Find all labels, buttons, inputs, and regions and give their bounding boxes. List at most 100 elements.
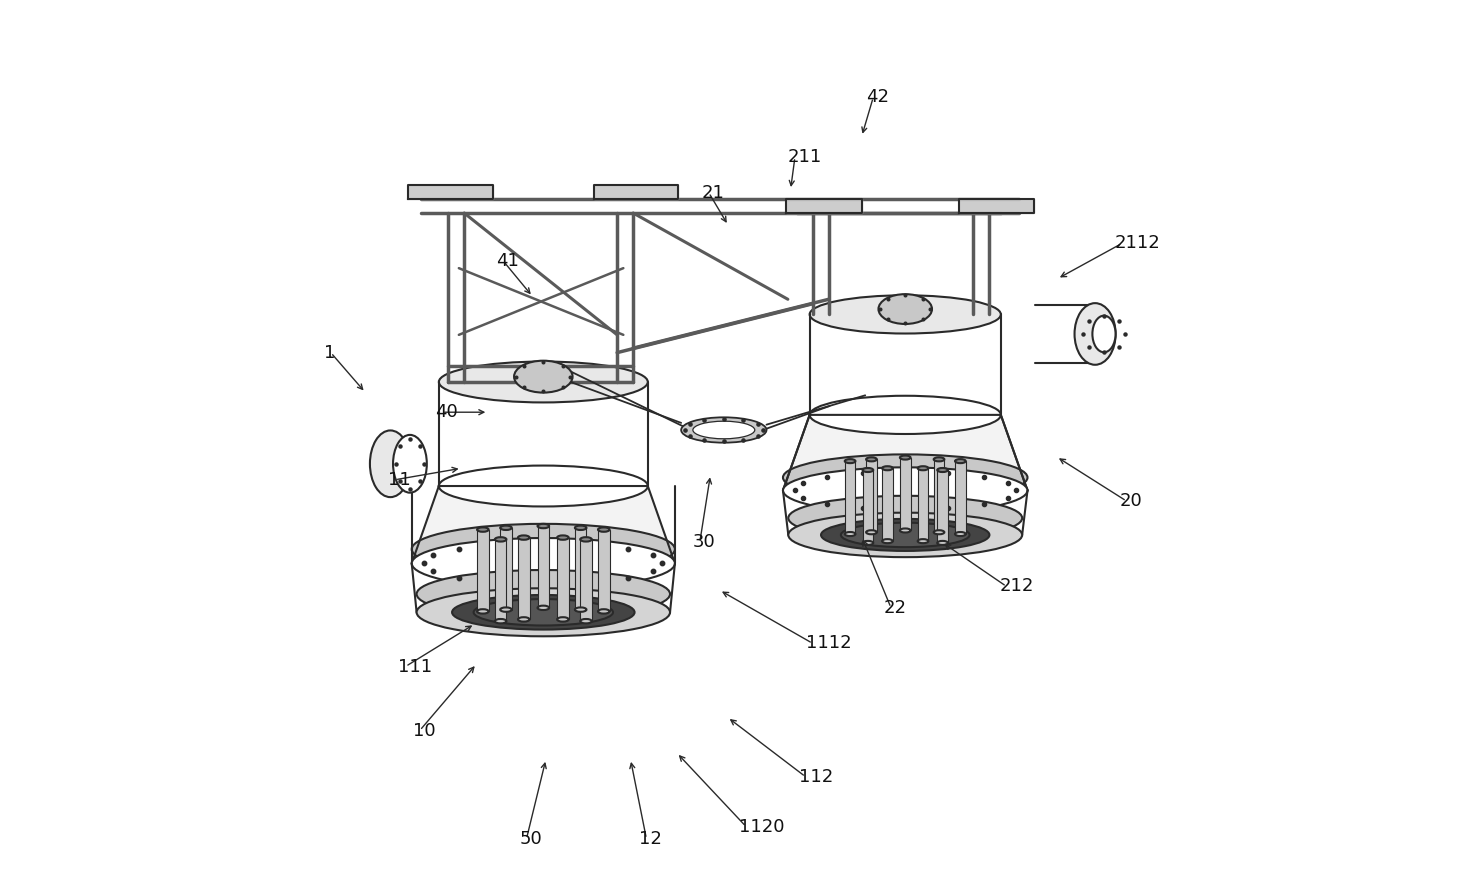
Text: 12: 12 [639,830,663,848]
Text: 1120: 1120 [739,818,784,836]
Ellipse shape [918,467,928,470]
Ellipse shape [439,361,648,402]
FancyBboxPatch shape [574,528,586,609]
FancyBboxPatch shape [495,540,507,621]
Ellipse shape [574,607,586,612]
Ellipse shape [918,539,928,543]
Ellipse shape [809,396,1000,434]
Ellipse shape [519,535,529,540]
Polygon shape [408,185,492,199]
Text: 212: 212 [999,577,1034,596]
Ellipse shape [477,609,489,614]
Ellipse shape [934,458,945,461]
Polygon shape [411,486,674,564]
Polygon shape [593,185,679,199]
Ellipse shape [473,599,613,625]
Text: 30: 30 [693,533,715,551]
Text: 10: 10 [413,722,435,739]
Ellipse shape [495,537,507,541]
FancyBboxPatch shape [937,470,948,543]
Ellipse shape [452,595,635,630]
Ellipse shape [580,537,592,541]
Ellipse shape [955,532,965,536]
FancyBboxPatch shape [918,468,928,541]
Ellipse shape [867,458,877,461]
Ellipse shape [495,619,507,624]
Ellipse shape [1093,316,1115,352]
Ellipse shape [439,466,648,507]
Ellipse shape [417,570,670,618]
Polygon shape [786,199,862,213]
Text: 21: 21 [702,184,724,202]
Ellipse shape [538,524,549,528]
FancyBboxPatch shape [934,459,945,533]
Ellipse shape [821,519,990,551]
Ellipse shape [417,589,670,636]
FancyBboxPatch shape [519,538,529,619]
Ellipse shape [693,421,755,439]
Text: 41: 41 [497,252,519,270]
Ellipse shape [477,527,489,532]
FancyBboxPatch shape [900,458,911,531]
FancyBboxPatch shape [580,540,592,621]
Ellipse shape [878,294,931,324]
Ellipse shape [370,431,411,497]
Ellipse shape [881,539,893,543]
Text: 20: 20 [1119,492,1143,510]
FancyBboxPatch shape [499,528,511,609]
Ellipse shape [789,496,1022,541]
Ellipse shape [840,523,970,547]
Ellipse shape [937,468,948,472]
Ellipse shape [1074,303,1115,365]
Ellipse shape [514,360,573,392]
Ellipse shape [557,617,569,622]
Ellipse shape [394,435,427,492]
Text: 1: 1 [323,343,335,361]
Text: 112: 112 [799,768,833,786]
Polygon shape [783,415,1027,491]
Ellipse shape [411,538,674,589]
Ellipse shape [867,530,877,534]
Ellipse shape [574,525,586,530]
Ellipse shape [789,513,1022,558]
Ellipse shape [934,530,945,534]
Ellipse shape [499,607,511,612]
Ellipse shape [845,459,855,463]
Ellipse shape [809,295,1000,334]
Text: 11: 11 [388,471,410,489]
Text: 111: 111 [398,657,432,675]
Ellipse shape [598,527,610,532]
Text: 1112: 1112 [805,634,851,652]
FancyBboxPatch shape [538,526,549,607]
Ellipse shape [580,619,592,624]
FancyBboxPatch shape [862,470,873,543]
Polygon shape [959,199,1034,213]
FancyBboxPatch shape [598,530,610,611]
Ellipse shape [862,468,873,472]
Ellipse shape [900,528,911,533]
Ellipse shape [538,606,549,610]
Ellipse shape [881,467,893,470]
Text: 22: 22 [884,599,906,617]
Ellipse shape [411,524,674,574]
FancyBboxPatch shape [955,461,965,534]
Ellipse shape [519,617,529,622]
Text: 42: 42 [867,88,889,106]
Ellipse shape [557,535,569,540]
Ellipse shape [955,459,965,463]
Ellipse shape [862,541,873,545]
Text: 2112: 2112 [1115,235,1161,252]
Ellipse shape [682,417,767,442]
FancyBboxPatch shape [867,459,877,533]
Ellipse shape [598,609,610,614]
Text: 40: 40 [435,403,457,421]
Text: 211: 211 [787,148,823,166]
Ellipse shape [783,454,1027,500]
Ellipse shape [783,467,1027,514]
FancyBboxPatch shape [477,530,489,611]
FancyBboxPatch shape [557,538,569,619]
FancyBboxPatch shape [845,461,855,534]
Ellipse shape [845,532,855,536]
Ellipse shape [900,456,911,459]
Ellipse shape [937,541,948,545]
